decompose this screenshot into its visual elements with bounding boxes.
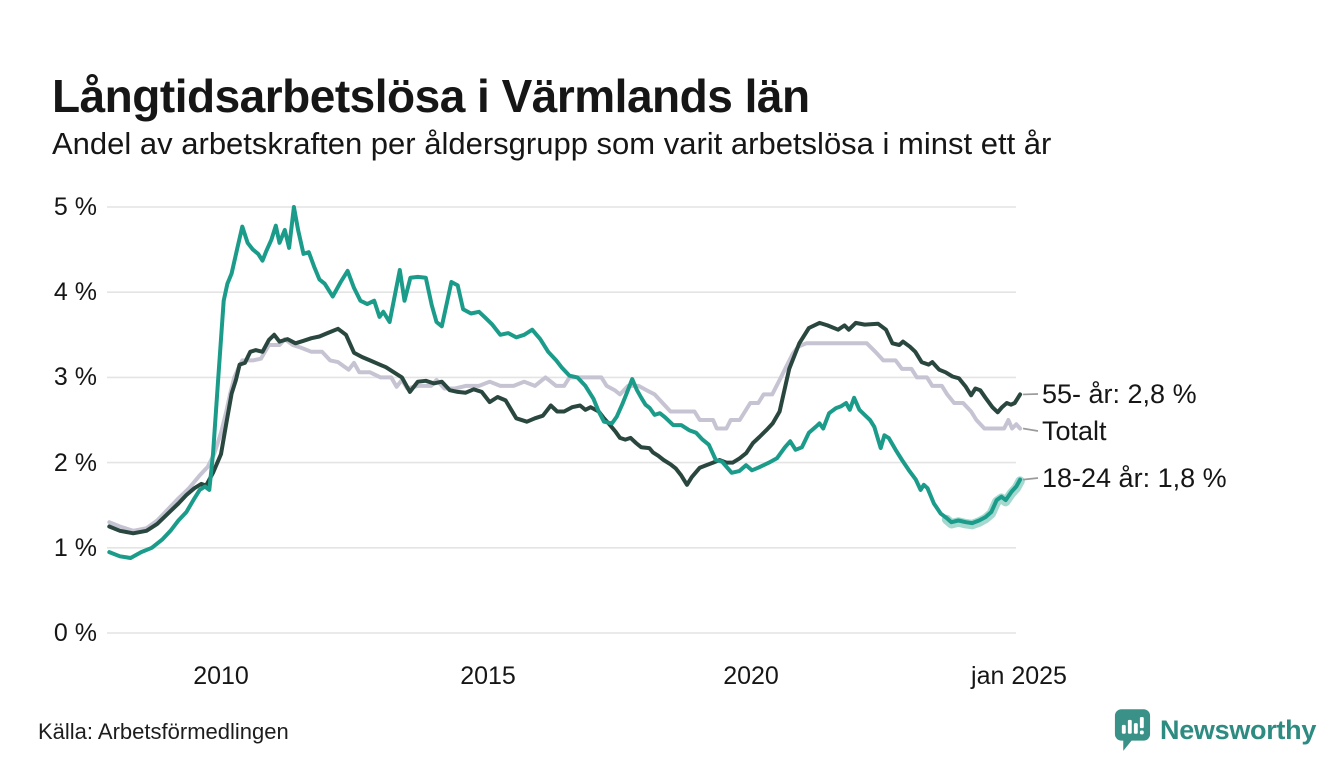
series-line-Totalt — [107, 337, 1023, 533]
page-title: Långtidsarbetslösa i Värmlands län — [52, 69, 810, 122]
y-tick-0: 0 % — [53, 619, 97, 647]
x-tick-2015: 2015 — [460, 662, 516, 690]
y-tick-3: 3 % — [53, 363, 97, 391]
y-tick-1: 1 % — [53, 534, 97, 562]
newsworthy-wordmark: Newsworthy — [1160, 714, 1317, 745]
newsworthy-logo: Newsworthy — [1114, 708, 1316, 752]
series-line-55- år — [107, 320, 1023, 536]
legend-label-18-24: 18-24 år: 1,8 % — [1042, 463, 1227, 493]
newsworthy-logo-icon — [1114, 708, 1151, 752]
x-tick-2010: 2010 — [193, 662, 249, 690]
chart-subtitle: Andel av arbetskraften per åldersgrupp s… — [52, 126, 1052, 161]
legend-label-totalt: Totalt — [1042, 416, 1107, 446]
y-tick-4: 4 % — [53, 278, 97, 306]
legend-connector-1 — [1022, 427, 1039, 432]
x-tick-jan2025: jan 2025 — [971, 662, 1067, 690]
source-note: Källa: Arbetsförmedlingen — [38, 719, 289, 744]
legend-label-55-ar: 55- år: 2,8 % — [1042, 379, 1197, 409]
y-tick-2: 2 % — [53, 449, 97, 477]
series-line-18-24 år — [107, 205, 1023, 560]
x-tick-2020: 2020 — [723, 662, 779, 690]
y-tick-5: 5 % — [53, 193, 97, 221]
legend-connector-2 — [1022, 477, 1039, 481]
